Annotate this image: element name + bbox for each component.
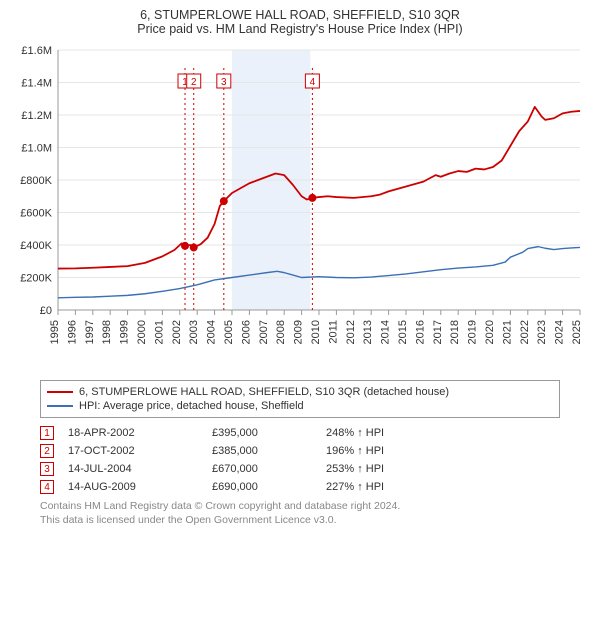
svg-text:£0: £0 (40, 305, 52, 317)
legend-item: HPI: Average price, detached house, Shef… (47, 399, 553, 413)
sale-row: 1 18-APR-2002 £395,000 248% ↑ HPI (40, 424, 560, 442)
legend-label: HPI: Average price, detached house, Shef… (79, 400, 304, 412)
svg-text:4: 4 (310, 77, 316, 88)
title-block: 6, STUMPERLOWE HALL ROAD, SHEFFIELD, S10… (10, 8, 590, 36)
svg-text:2019: 2019 (467, 320, 479, 344)
sale-date: 14-JUL-2004 (68, 463, 198, 475)
sale-date: 14-AUG-2009 (68, 481, 198, 493)
svg-text:2022: 2022 (519, 320, 531, 344)
svg-text:2003: 2003 (188, 320, 200, 344)
legend: 6, STUMPERLOWE HALL ROAD, SHEFFIELD, S10… (40, 380, 560, 418)
svg-text:2025: 2025 (571, 320, 583, 344)
sale-marker-number: 1 (40, 426, 54, 440)
svg-text:2009: 2009 (293, 320, 305, 344)
svg-text:£600K: £600K (20, 208, 52, 220)
attribution-line: Contains HM Land Registry data © Crown c… (40, 500, 560, 514)
svg-text:2010: 2010 (310, 320, 322, 344)
svg-text:2014: 2014 (380, 320, 392, 344)
svg-text:2013: 2013 (362, 320, 374, 344)
svg-text:2004: 2004 (206, 320, 218, 344)
svg-text:2020: 2020 (484, 320, 496, 344)
svg-text:1996: 1996 (66, 320, 78, 344)
svg-text:1997: 1997 (84, 320, 96, 344)
chart-subtitle: Price paid vs. HM Land Registry's House … (10, 22, 590, 36)
svg-text:2017: 2017 (432, 320, 444, 344)
sale-row: 2 17-OCT-2002 £385,000 196% ↑ HPI (40, 442, 560, 460)
chart-title: 6, STUMPERLOWE HALL ROAD, SHEFFIELD, S10… (10, 8, 590, 22)
sale-hpi-delta: 227% ↑ HPI (326, 481, 446, 493)
legend-swatch (47, 405, 73, 407)
svg-text:£200K: £200K (20, 273, 52, 285)
svg-text:1998: 1998 (101, 320, 113, 344)
sale-hpi-delta: 253% ↑ HPI (326, 463, 446, 475)
svg-text:£1.6M: £1.6M (21, 45, 52, 57)
sale-marker-number: 3 (40, 462, 54, 476)
sale-price: £395,000 (212, 427, 312, 439)
sale-marker-number: 4 (40, 480, 54, 494)
svg-text:2023: 2023 (536, 320, 548, 344)
chart-area: £0 £200K £400K £600K £800K £1.0M £1.2M £1.4M £1.… (10, 42, 590, 372)
chart-svg: £0 £200K £400K £600K £800K £1.0M £1.2M £1.4M £1.… (10, 42, 590, 372)
svg-text:1995: 1995 (49, 320, 61, 344)
sale-date: 17-OCT-2002 (68, 445, 198, 457)
svg-text:2024: 2024 (554, 320, 566, 344)
svg-text:2: 2 (191, 77, 197, 88)
sale-date: 18-APR-2002 (68, 427, 198, 439)
sale-marker-number: 2 (40, 444, 54, 458)
svg-text:2018: 2018 (449, 320, 461, 344)
svg-text:2002: 2002 (171, 320, 183, 344)
sale-row: 4 14-AUG-2009 £690,000 227% ↑ HPI (40, 478, 560, 496)
svg-text:£1.2M: £1.2M (21, 110, 52, 122)
svg-text:2006: 2006 (240, 320, 252, 344)
legend-item: 6, STUMPERLOWE HALL ROAD, SHEFFIELD, S10… (47, 385, 553, 399)
svg-text:2011: 2011 (327, 320, 339, 344)
sale-price: £670,000 (212, 463, 312, 475)
svg-text:£1.0M: £1.0M (21, 143, 52, 155)
svg-text:£800K: £800K (20, 175, 52, 187)
sale-row: 3 14-JUL-2004 £670,000 253% ↑ HPI (40, 460, 560, 478)
svg-text:2001: 2001 (153, 320, 165, 344)
svg-text:2008: 2008 (275, 320, 287, 344)
svg-text:£1.4M: £1.4M (21, 78, 52, 90)
legend-swatch (47, 391, 73, 393)
svg-text:2016: 2016 (414, 320, 426, 344)
svg-text:2007: 2007 (258, 320, 270, 344)
svg-text:1999: 1999 (119, 320, 131, 344)
legend-label: 6, STUMPERLOWE HALL ROAD, SHEFFIELD, S10… (79, 386, 449, 398)
svg-text:2000: 2000 (136, 320, 148, 344)
sale-marker-table: 1 18-APR-2002 £395,000 248% ↑ HPI 2 17-OCT-20… (40, 424, 560, 496)
svg-text:2005: 2005 (223, 320, 235, 344)
svg-text:2021: 2021 (501, 320, 513, 344)
sale-price: £690,000 (212, 481, 312, 493)
svg-text:2012: 2012 (345, 320, 357, 344)
svg-text:3: 3 (221, 77, 227, 88)
sale-hpi-delta: 248% ↑ HPI (326, 427, 446, 439)
sale-price: £385,000 (212, 445, 312, 457)
svg-text:2015: 2015 (397, 320, 409, 344)
svg-text:£400K: £400K (20, 240, 52, 252)
sale-hpi-delta: 196% ↑ HPI (326, 445, 446, 457)
attribution: Contains HM Land Registry data © Crown c… (40, 500, 560, 527)
attribution-line: This data is licensed under the Open Gov… (40, 514, 560, 528)
